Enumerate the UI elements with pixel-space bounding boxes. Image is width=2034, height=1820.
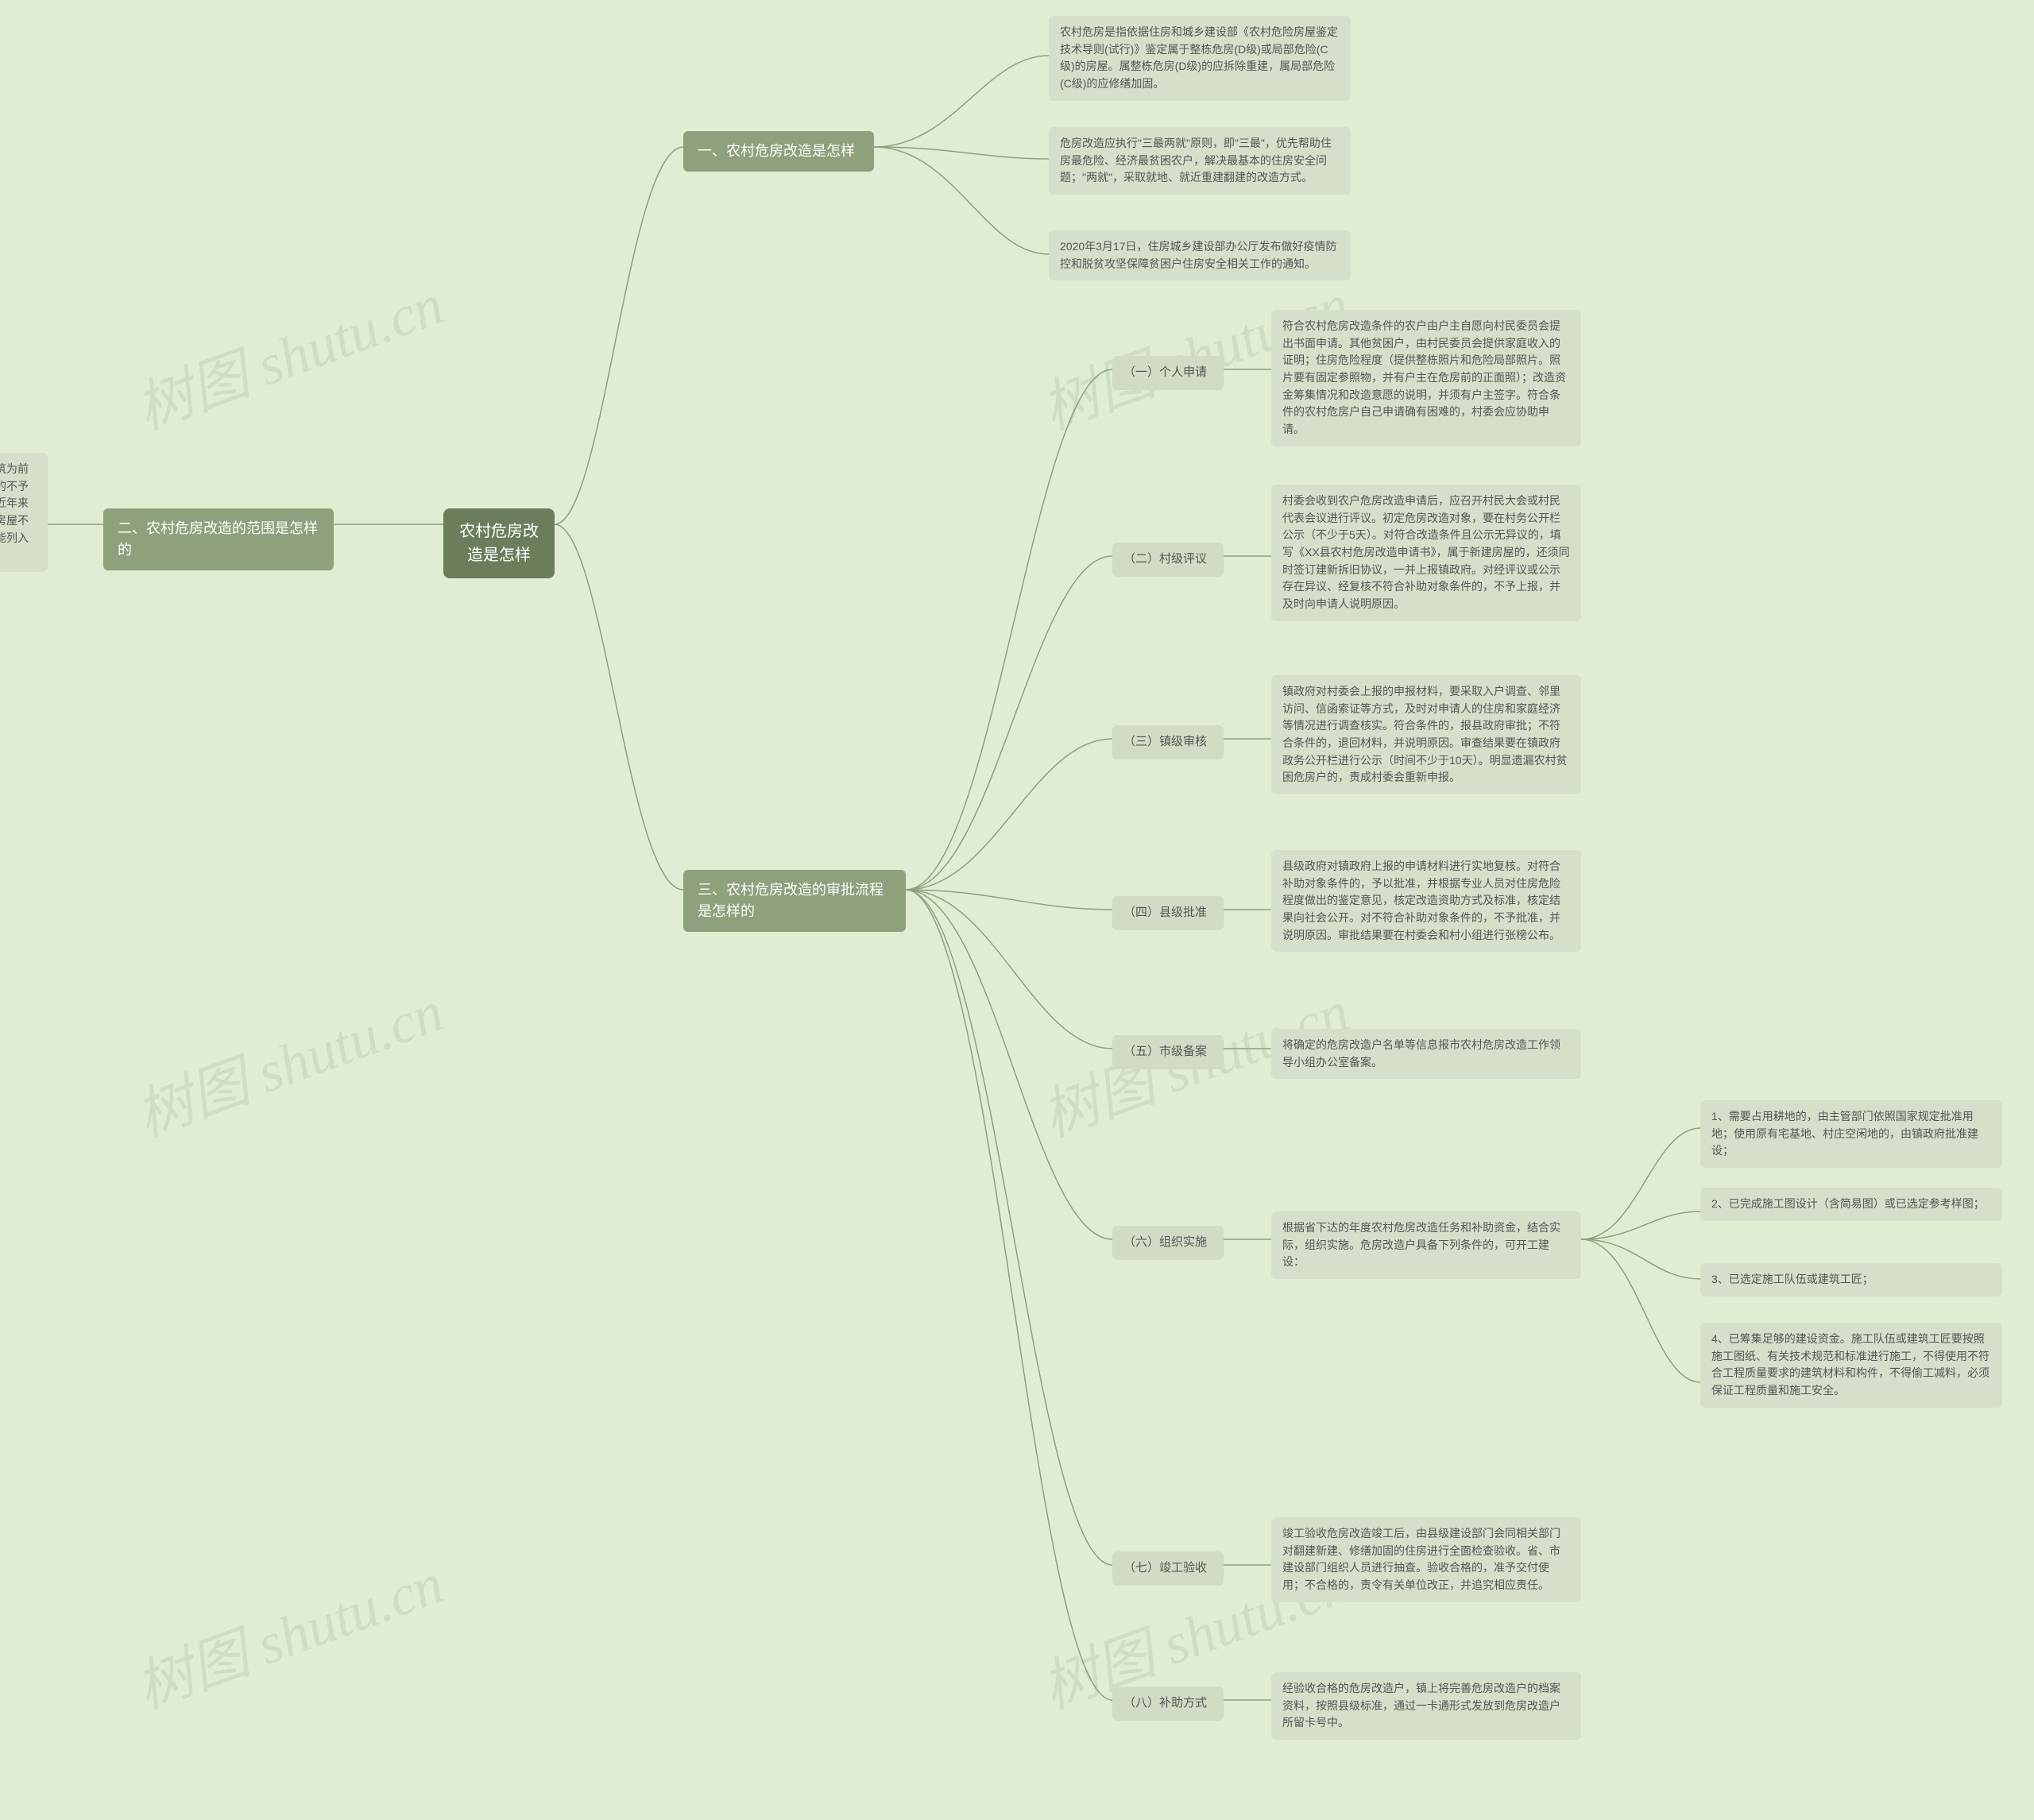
step-4-body: 县级政府对镇政府上报的申请材料进行实地复核。对符合补助对象条件的，予以批准，并根… <box>1271 850 1581 952</box>
step-6-sub-2: 2、已完成施工图设计（含简易图）或已选定参考样图； <box>1700 1188 2002 1221</box>
step-3-body: 镇政府对村委会上报的申报材料，要采取入户调查、邻里访问、信函索证等方式，及时对申… <box>1271 675 1581 794</box>
branch-1-leaf-3: 2020年3月17日，住房城乡建设部办公厅发布做好疫情防控和脱贫攻坚保障贫困户住… <box>1049 230 1351 280</box>
root-node: 农村危房改造是怎样 <box>443 508 555 578</box>
step-7-title: （七）竣工验收 <box>1112 1551 1224 1586</box>
watermark: 树图 shutu.cn <box>122 964 453 1153</box>
step-5-body: 将确定的危房改造户名单等信息报市农村危房改造工作领导小组办公室备案。 <box>1271 1029 1581 1079</box>
step-6-body: 根据省下达的年度农村危房改造任务和补助资金，结合实际，组织实施。危房改造户具备下… <box>1271 1211 1581 1279</box>
step-5-title: （五）市级备案 <box>1112 1035 1224 1069</box>
step-6-title: （六）组织实施 <box>1112 1226 1224 1260</box>
step-1-title: （一）个人申请 <box>1112 356 1224 390</box>
step-1-body: 符合农村危房改造条件的农户由户主自愿向村民委员会提出书面申请。其他贫困户，由村民… <box>1271 310 1581 446</box>
step-2-body: 村委会收到农户危房改造申请后，应召开村民大会或村民代表会议进行评议。初定危房改造… <box>1271 485 1581 621</box>
connectors-svg <box>0 0 2034 1820</box>
branch-3: 三、农村危房改造的审批流程是怎样的 <box>683 870 906 932</box>
branch-1: 一、农村危房改造是怎样 <box>683 131 874 172</box>
branch-2-leaf: 农村危房必须以农业户口村民现居住的合法建筑为前提，城镇居民建房、违章建筑或不达危… <box>0 453 48 572</box>
step-4-title: （四）县级批准 <box>1112 896 1224 930</box>
branch-1-leaf-2: 危房改造应执行"三最两就"原则，即"三最"，优先帮助住房最危险、经济最贫困农户，… <box>1049 127 1351 195</box>
step-2-title: （二）村级评议 <box>1112 543 1224 577</box>
step-8-title: （八）补助方式 <box>1112 1687 1224 1721</box>
step-6-sub-4: 4、已筹集足够的建设资金。施工队伍或建筑工匠要按照施工图纸、有关技术规范和标准进… <box>1700 1323 2002 1408</box>
step-6-sub-3: 3、已选定施工队伍或建筑工匠； <box>1700 1263 2002 1296</box>
step-8-body: 经验收合格的危房改造户，镇上将完善危房改造户的档案资料，按照县级标准，通过一卡通… <box>1271 1672 1581 1740</box>
step-3-title: （三）镇级审核 <box>1112 725 1224 759</box>
watermark: 树图 shutu.cn <box>122 1536 453 1725</box>
branch-1-leaf-1: 农村危房是指依据住房和城乡建设部《农村危险房屋鉴定技术导则(试行)》鉴定属于整栋… <box>1049 16 1351 101</box>
watermark: 树图 shutu.cn <box>122 257 453 446</box>
step-7-body: 竣工验收危房改造竣工后，由县级建设部门会同相关部门对翻建新建、修缮加固的住房进行… <box>1271 1517 1581 1602</box>
branch-2: 二、农村危房改造的范围是怎样的 <box>103 508 334 570</box>
step-6-sub-1: 1、需要占用耕地的，由主管部门依照国家规定批准用地；使用原有宅基地、村庄空闲地的… <box>1700 1100 2002 1168</box>
